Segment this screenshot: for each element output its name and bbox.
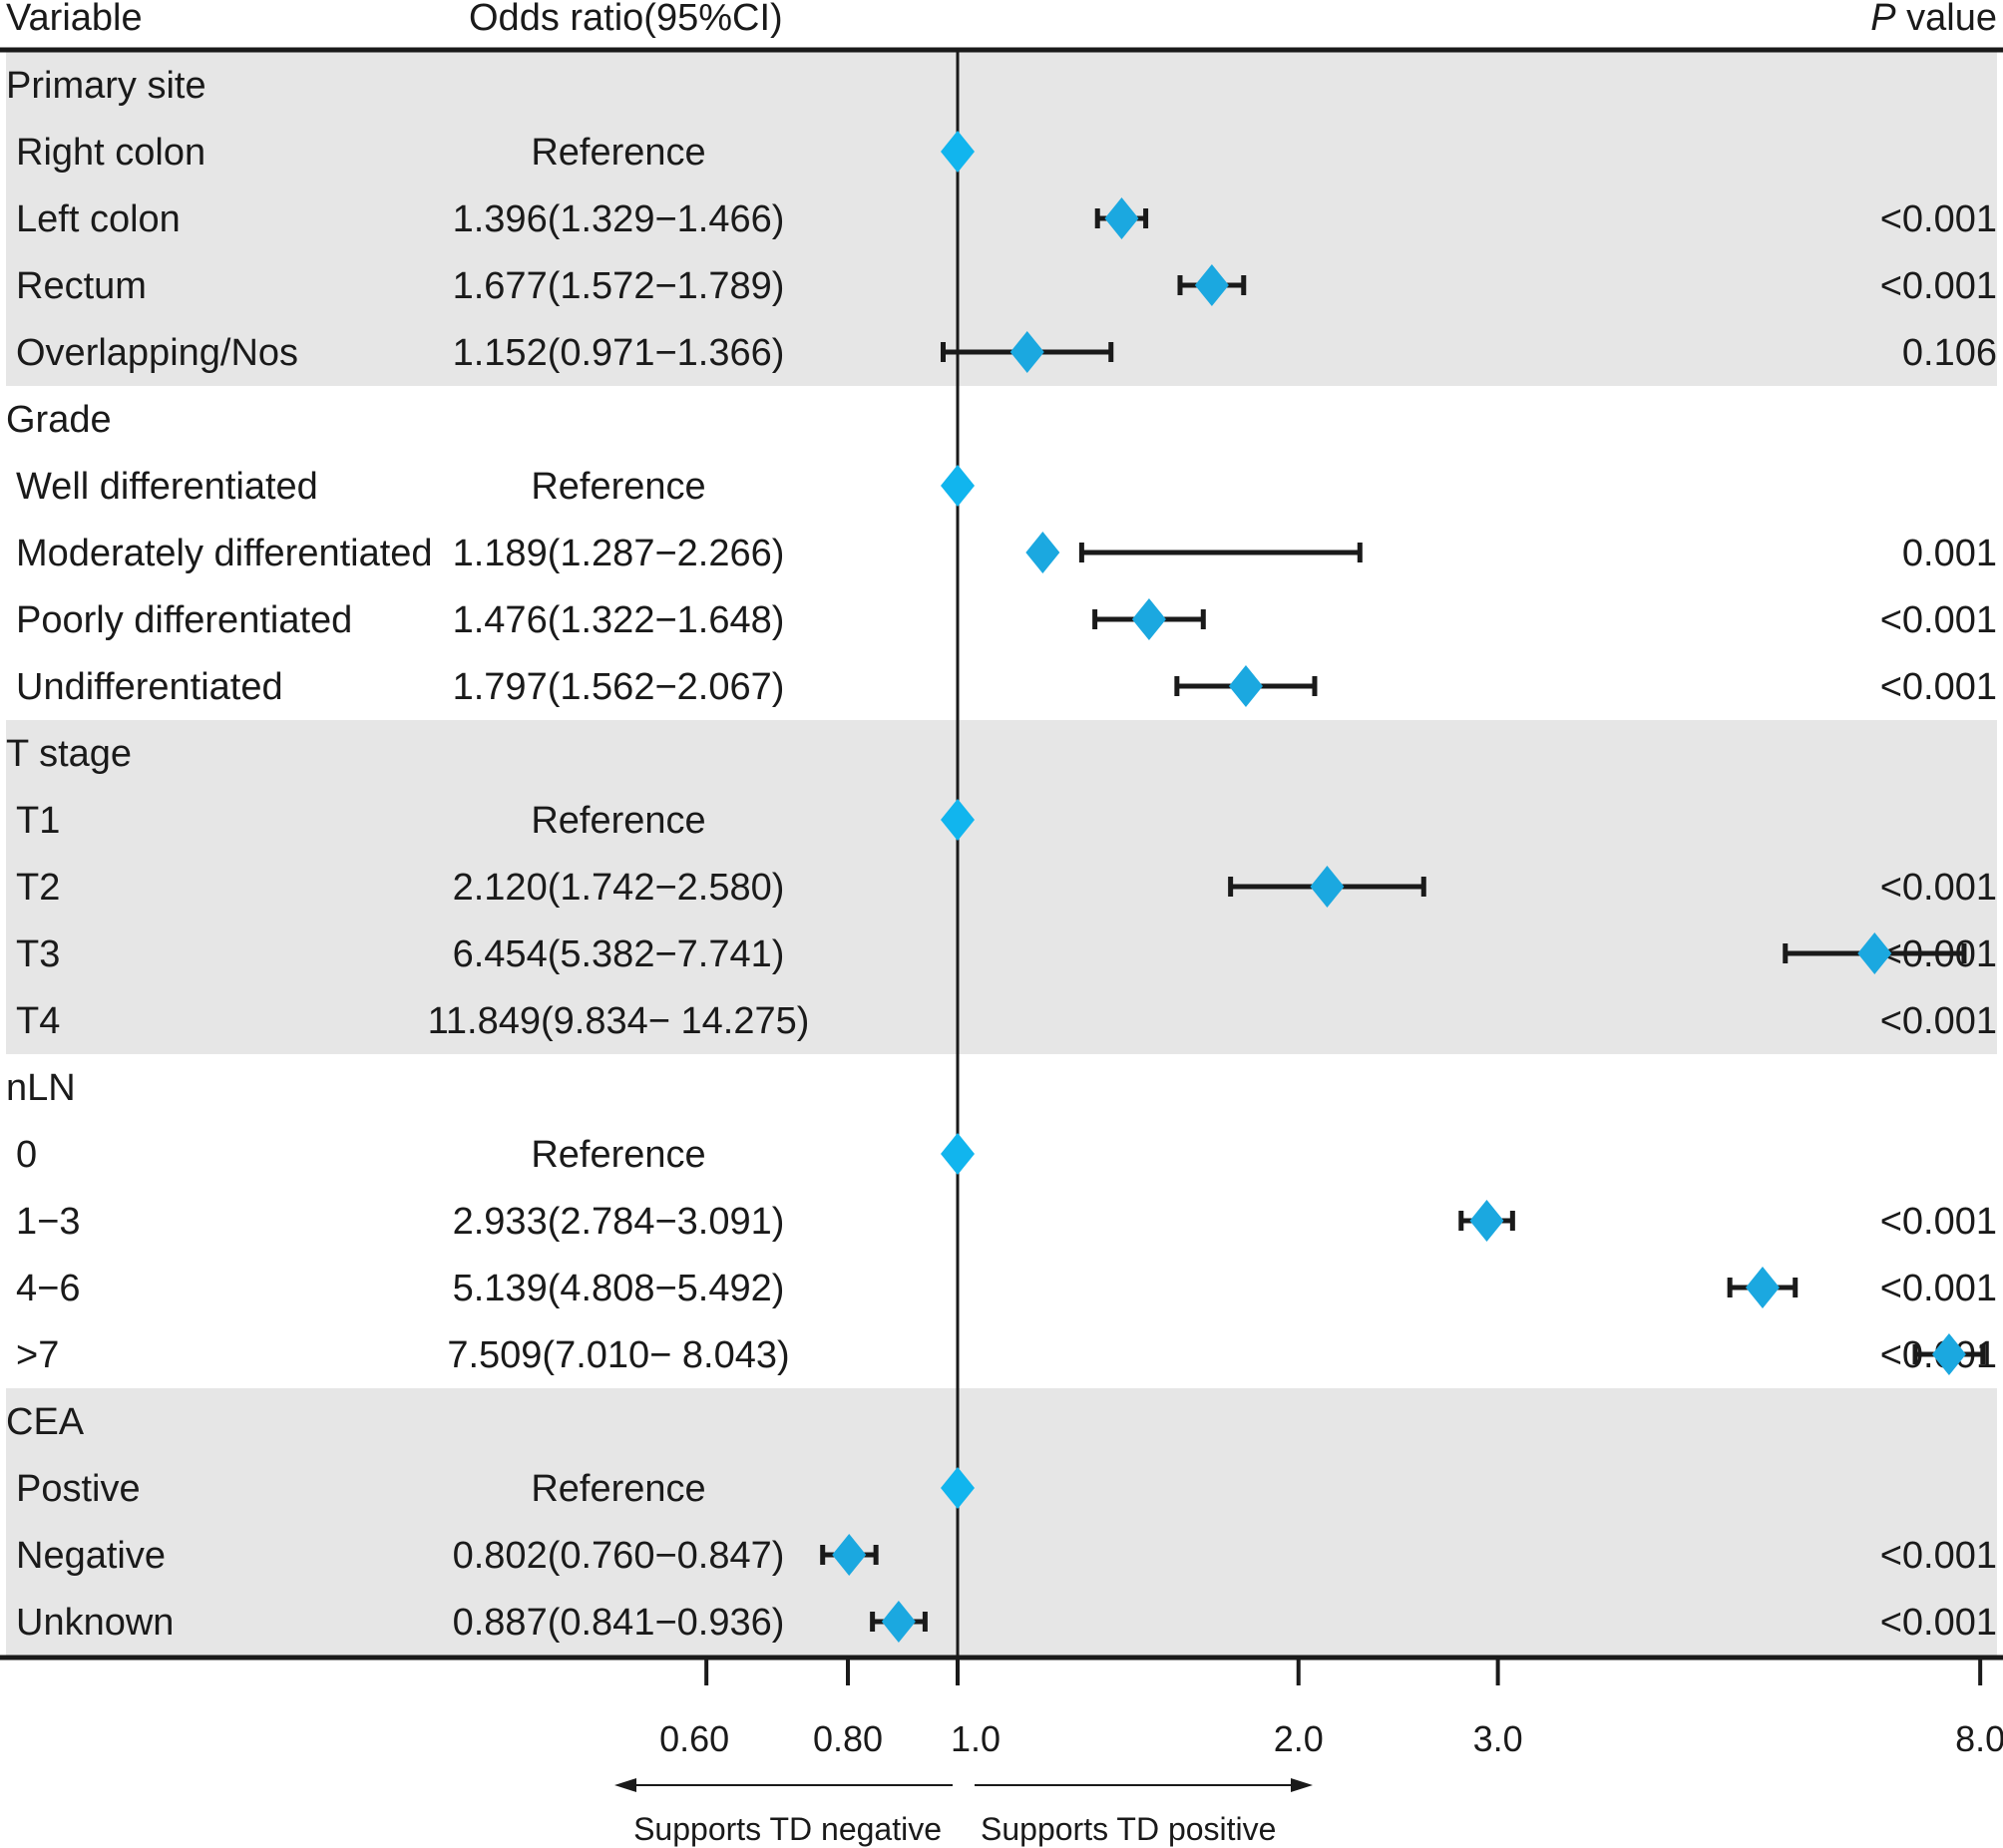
odds-ratio-marker bbox=[1131, 598, 1166, 640]
group-title: nLN bbox=[6, 1067, 76, 1109]
row-label: Rectum bbox=[16, 265, 147, 307]
row-p-value: <0.001 bbox=[1880, 1000, 1997, 1042]
row-label: T1 bbox=[16, 800, 60, 842]
row-label: Negative bbox=[16, 1535, 166, 1577]
row-p-value: 0.001 bbox=[1902, 533, 1997, 574]
x-axis-ticks: 0.600.801.02.03.08.016.024.0 bbox=[659, 1658, 2003, 1759]
odds-ratio-marker bbox=[1009, 331, 1044, 373]
group-shade-0 bbox=[6, 52, 1997, 386]
table-rows: Primary site Right colon Reference Left col… bbox=[6, 65, 1997, 1644]
group-shade-4 bbox=[6, 1388, 1997, 1656]
row-or-ci: 11.849(9.834− 14.275) bbox=[428, 1000, 810, 1042]
group-shade-2 bbox=[6, 720, 1997, 1054]
row-or-ci: Reference bbox=[531, 800, 705, 842]
x-tick-label: 8.0 bbox=[1955, 1718, 2003, 1759]
row-or-ci: 1.189(1.287−2.266) bbox=[453, 533, 785, 574]
row-label: Postive bbox=[16, 1468, 141, 1510]
group-title: Primary site bbox=[6, 65, 206, 107]
row-or-ci: 2.933(2.784−3.091) bbox=[453, 1201, 785, 1243]
row-label: Left colon bbox=[16, 198, 181, 240]
row-label: T2 bbox=[16, 867, 60, 909]
x-tick-label: 0.60 bbox=[659, 1718, 729, 1759]
row-label: T4 bbox=[16, 1000, 60, 1042]
row-p-value: <0.001 bbox=[1880, 1268, 1997, 1309]
row-or-ci: 0.802(0.760−0.847) bbox=[453, 1535, 785, 1577]
arrow-right-head bbox=[1291, 1778, 1313, 1792]
row-p-value: <0.001 bbox=[1880, 198, 1997, 240]
row-p-value: <0.001 bbox=[1880, 599, 1997, 641]
reference-marker bbox=[941, 799, 975, 841]
row-or-ci: 1.152(0.971−1.366) bbox=[453, 332, 785, 374]
x-tick-label: 1.0 bbox=[951, 1718, 1001, 1759]
row-label: >7 bbox=[16, 1334, 59, 1376]
header-row: Variable Odds ratio(95%CI) P value bbox=[6, 0, 1997, 39]
reference-marker bbox=[941, 465, 975, 507]
row-p-value: <0.001 bbox=[1880, 265, 1997, 307]
row-p-value: <0.001 bbox=[1880, 666, 1997, 708]
group-title: T stage bbox=[6, 733, 132, 775]
row-label: Unknown bbox=[16, 1602, 174, 1644]
odds-ratio-marker bbox=[1025, 532, 1060, 573]
row-or-ci: 6.454(5.382−7.741) bbox=[453, 933, 785, 975]
row-label: 0 bbox=[16, 1134, 37, 1176]
row-or-ci: 1.396(1.329−1.466) bbox=[453, 198, 785, 240]
supports-td-positive: Supports TD positive bbox=[981, 1811, 1276, 1847]
odds-ratio-marker bbox=[1857, 932, 1892, 974]
odds-ratio-marker bbox=[1104, 197, 1139, 239]
group-title: Grade bbox=[6, 399, 112, 441]
x-tick-label: 2.0 bbox=[1274, 1718, 1324, 1759]
reference-marker bbox=[941, 1133, 975, 1175]
row-label: T3 bbox=[16, 933, 60, 975]
row-or-ci: 1.677(1.572−1.789) bbox=[453, 265, 785, 307]
estimate-marks bbox=[820, 131, 1986, 1643]
row-label: Undifferentiated bbox=[16, 666, 283, 708]
x-tick-label: 3.0 bbox=[1473, 1718, 1523, 1759]
row-label: Overlapping/Nos bbox=[16, 332, 298, 374]
row-or-ci: 0.887(0.841−0.936) bbox=[453, 1602, 785, 1644]
row-or-ci: Reference bbox=[531, 1468, 705, 1510]
odds-ratio-marker bbox=[881, 1601, 916, 1643]
odds-ratio-marker bbox=[1228, 665, 1263, 707]
row-label: 4−6 bbox=[16, 1268, 80, 1309]
header-p-rest: value bbox=[1896, 0, 1997, 39]
row-or-ci: 2.120(1.742−2.580) bbox=[453, 867, 785, 909]
header-odds-ratio: Odds ratio(95%CI) bbox=[469, 0, 783, 39]
row-p-value: <0.001 bbox=[1880, 1201, 1997, 1243]
reference-marker bbox=[941, 1467, 975, 1509]
row-p-value: <0.001 bbox=[1880, 1535, 1997, 1577]
row-p-value: <0.001 bbox=[1880, 867, 1997, 909]
odds-ratio-marker bbox=[1310, 866, 1345, 908]
row-label: Right colon bbox=[16, 132, 205, 174]
odds-ratio-marker bbox=[1469, 1200, 1504, 1242]
row-label: 1−3 bbox=[16, 1201, 80, 1243]
odds-ratio-marker bbox=[1194, 264, 1229, 306]
row-label: Moderately differentiated bbox=[16, 533, 433, 574]
header-p-value: P value bbox=[1870, 0, 1997, 39]
row-or-ci: Reference bbox=[531, 132, 705, 174]
row-p-value: 0.106 bbox=[1902, 332, 1997, 374]
row-or-ci: Reference bbox=[531, 1134, 705, 1176]
row-label: Well differentiated bbox=[16, 466, 318, 508]
supports-td-negative: Supports TD negative bbox=[633, 1811, 942, 1847]
header-p-italic: P bbox=[1870, 0, 1896, 39]
arrow-left-head bbox=[614, 1778, 636, 1792]
row-or-ci: 7.509(7.010− 8.043) bbox=[447, 1334, 789, 1376]
odds-ratio-marker bbox=[1931, 1333, 1966, 1375]
row-label: Poorly differentiated bbox=[16, 599, 352, 641]
odds-ratio-marker bbox=[832, 1534, 867, 1576]
row-or-ci: 1.476(1.322−1.648) bbox=[453, 599, 785, 641]
reference-marker bbox=[941, 131, 975, 173]
row-or-ci: Reference bbox=[531, 466, 705, 508]
row-or-ci: 5.139(4.808−5.492) bbox=[453, 1268, 785, 1309]
x-tick-label: 0.80 bbox=[813, 1718, 883, 1759]
group-shading bbox=[6, 52, 1997, 1656]
header-variable: Variable bbox=[6, 0, 143, 39]
odds-ratio-marker bbox=[1745, 1267, 1780, 1308]
row-p-value: <0.001 bbox=[1880, 1602, 1997, 1644]
group-title: CEA bbox=[6, 1401, 85, 1443]
row-or-ci: 1.797(1.562−2.067) bbox=[453, 666, 785, 708]
direction-annotations: Supports TD negative Supports TD positiv… bbox=[614, 1778, 1313, 1847]
